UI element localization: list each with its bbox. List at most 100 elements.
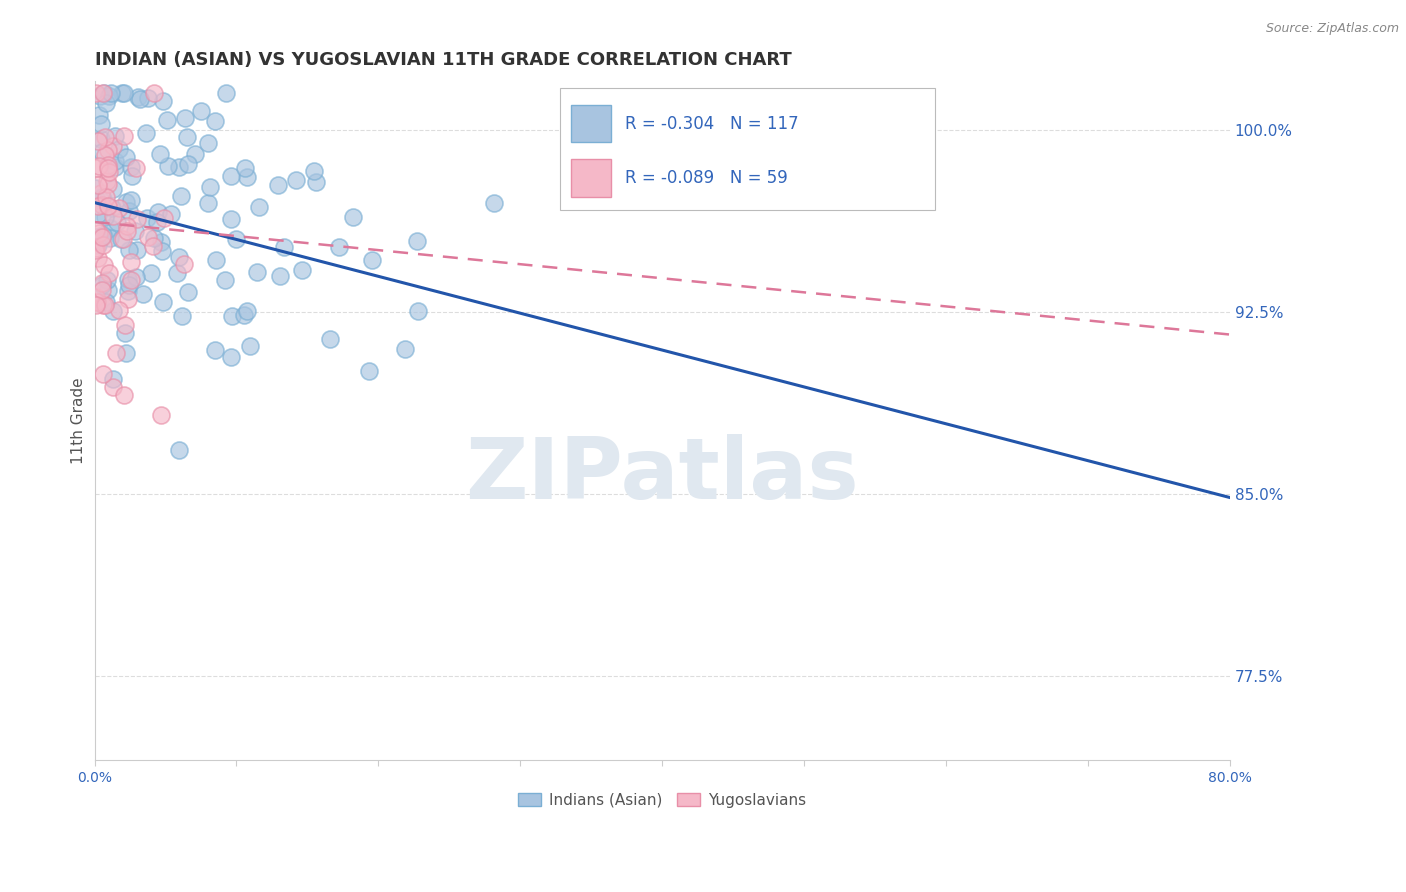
Text: ZIPatlas: ZIPatlas	[465, 434, 859, 516]
Point	[394, 342, 416, 356]
Point	[101, 380, 124, 394]
Point	[103, 372, 125, 386]
Point	[328, 239, 350, 253]
Point	[89, 89, 111, 103]
Point	[239, 339, 262, 353]
Point	[101, 201, 124, 215]
FancyBboxPatch shape	[560, 88, 935, 211]
Point	[87, 199, 110, 213]
FancyBboxPatch shape	[571, 160, 612, 197]
Point	[236, 169, 259, 184]
Point	[152, 95, 174, 109]
Point	[103, 138, 125, 153]
Point	[302, 164, 325, 178]
Point	[233, 308, 256, 322]
Point	[112, 387, 135, 401]
Point	[170, 189, 193, 203]
Point	[114, 326, 136, 340]
Point	[150, 235, 173, 249]
Point	[93, 237, 115, 252]
Point	[121, 169, 143, 184]
Point	[115, 219, 138, 234]
Point	[94, 210, 117, 224]
Point	[96, 199, 118, 213]
Point	[91, 189, 114, 203]
Point	[219, 351, 242, 365]
Point	[142, 231, 165, 245]
Point	[97, 89, 120, 103]
Point	[219, 211, 242, 226]
Point	[86, 207, 108, 221]
Point	[84, 290, 107, 304]
Text: R = -0.089   N = 59: R = -0.089 N = 59	[624, 169, 787, 187]
Point	[87, 233, 110, 247]
Point	[110, 231, 132, 245]
Point	[136, 91, 159, 105]
Point	[173, 112, 195, 126]
Point	[91, 87, 114, 101]
Point	[190, 103, 212, 118]
Point	[115, 346, 138, 360]
Point	[86, 193, 108, 207]
Point	[177, 157, 200, 171]
Point	[156, 113, 179, 128]
Point	[176, 129, 198, 144]
Point	[90, 283, 112, 297]
Point	[127, 90, 149, 104]
Point	[86, 229, 108, 244]
Point	[84, 87, 107, 101]
Point	[112, 232, 135, 246]
Text: R = -0.304   N = 117: R = -0.304 N = 117	[624, 115, 799, 133]
Point	[135, 211, 157, 225]
Point	[97, 165, 120, 179]
Point	[143, 87, 166, 101]
Point	[236, 303, 259, 318]
Point	[86, 161, 108, 176]
Point	[120, 161, 142, 175]
Point	[132, 286, 155, 301]
Point	[167, 161, 190, 175]
Point	[225, 232, 247, 246]
Point	[269, 268, 291, 283]
Text: Source: ZipAtlas.com: Source: ZipAtlas.com	[1265, 22, 1399, 36]
Point	[173, 258, 195, 272]
Legend: Indians (Asian), Yugoslavians: Indians (Asian), Yugoslavians	[512, 787, 813, 814]
Point	[84, 298, 107, 312]
Point	[90, 145, 112, 159]
Point	[136, 229, 159, 244]
Point	[177, 285, 200, 300]
Point	[291, 263, 314, 277]
Point	[124, 224, 146, 238]
Point	[86, 295, 108, 310]
Point	[204, 114, 226, 128]
Point	[170, 310, 193, 324]
Point	[108, 303, 131, 318]
Point	[342, 210, 364, 224]
Point	[97, 158, 120, 172]
Point	[118, 278, 141, 293]
Point	[273, 240, 295, 254]
Point	[197, 136, 219, 150]
Point	[284, 173, 307, 187]
Point	[146, 215, 169, 229]
Point	[97, 284, 120, 298]
Point	[94, 148, 117, 162]
Point	[91, 228, 114, 243]
Point	[104, 128, 127, 143]
Point	[89, 226, 111, 240]
Point	[205, 253, 228, 268]
Y-axis label: 11th Grade: 11th Grade	[72, 377, 86, 464]
Point	[93, 258, 115, 272]
Point	[87, 238, 110, 252]
Point	[105, 215, 128, 229]
Point	[84, 223, 107, 237]
Point	[139, 266, 162, 280]
Point	[117, 285, 139, 299]
Point	[90, 278, 112, 293]
Point	[84, 241, 107, 255]
Point	[96, 273, 118, 287]
Point	[406, 304, 429, 318]
Point	[115, 150, 138, 164]
Point	[94, 298, 117, 312]
Point	[150, 409, 173, 423]
